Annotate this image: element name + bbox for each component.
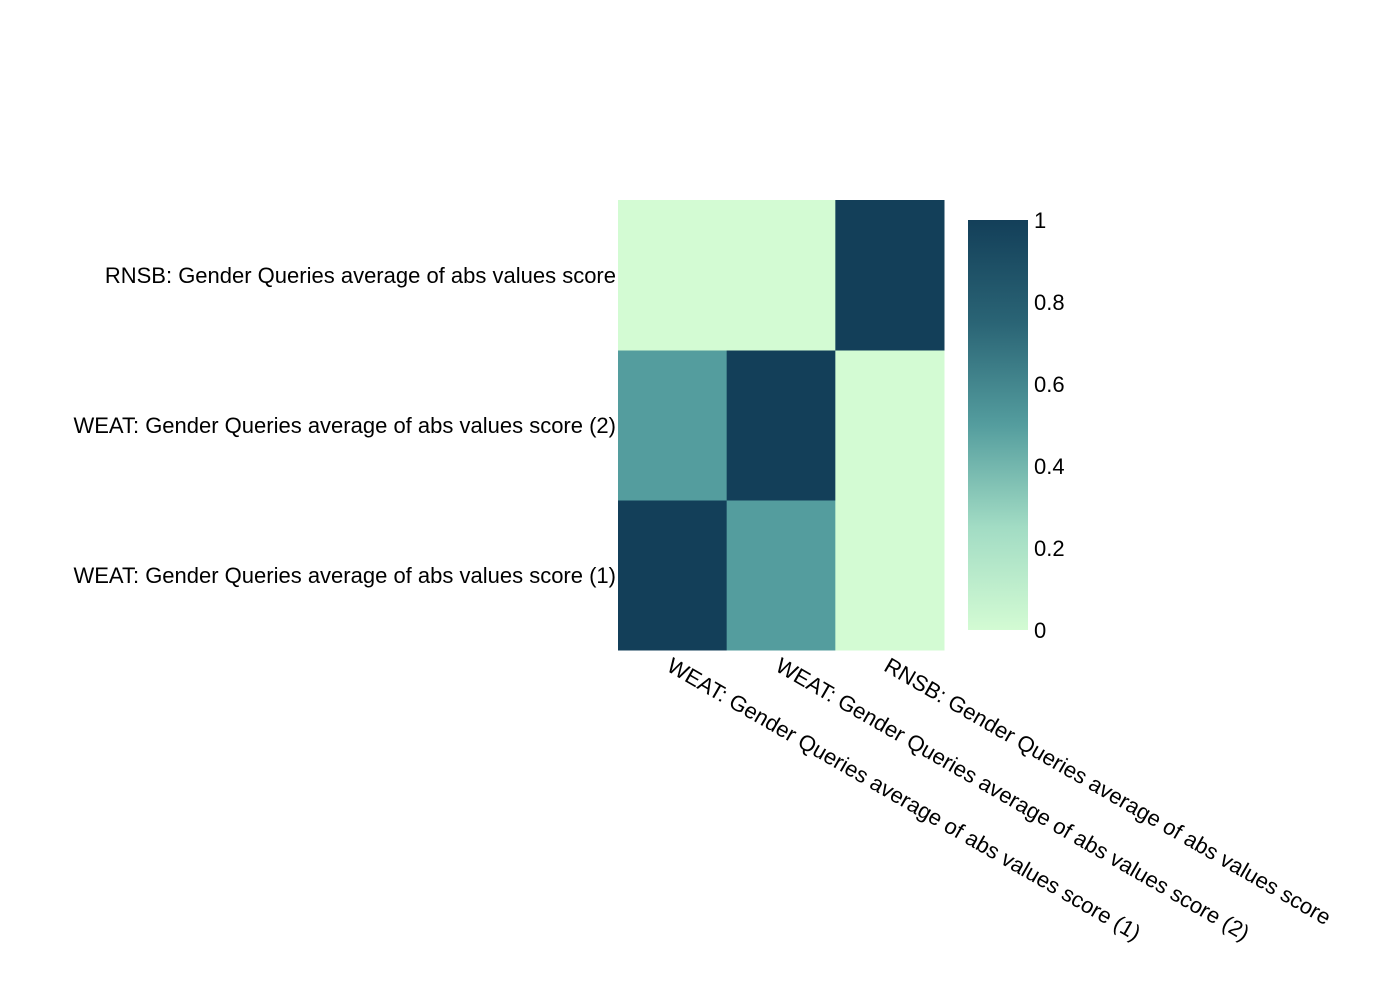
heatmap-cell [618, 500, 728, 651]
heatmap-cells [618, 200, 945, 651]
colorbar-tick-label: 0.6 [1034, 372, 1065, 397]
heatmap-cell [726, 500, 836, 651]
y-axis-tick-labels: WEAT: Gender Queries average of abs valu… [73, 263, 616, 588]
x-tick-label: WEAT: Gender Queries average of abs valu… [663, 653, 1145, 946]
heatmap-cell [618, 200, 728, 351]
x-tick-label: RNSB: Gender Queries average of abs valu… [880, 653, 1335, 930]
colorbar-tick-label: 0.2 [1034, 536, 1065, 561]
colorbar-tick-label: 0 [1034, 618, 1046, 643]
heatmap-cell [726, 200, 836, 351]
heatmap-cell [618, 350, 728, 501]
colorbar-tick-label: 1 [1034, 208, 1046, 233]
heatmap-cell [835, 200, 945, 351]
x-tick-label: WEAT: Gender Queries average of abs valu… [772, 653, 1254, 946]
heatmap-cell [726, 350, 836, 501]
x-axis-tick-labels: WEAT: Gender Queries average of abs valu… [663, 653, 1336, 946]
colorbar-tick-label: 0.8 [1034, 290, 1065, 315]
heatmap-cell [835, 350, 945, 501]
colorbar: 0 0.2 0.4 0.6 0.8 1 [968, 208, 1065, 643]
colorbar-gradient [968, 220, 1028, 630]
heatmap-cell [835, 500, 945, 651]
y-tick-label: WEAT: Gender Queries average of abs valu… [73, 563, 616, 588]
colorbar-tick-label: 0.4 [1034, 454, 1065, 479]
y-tick-label: WEAT: Gender Queries average of abs valu… [73, 413, 616, 438]
y-tick-label: RNSB: Gender Queries average of abs valu… [105, 263, 616, 288]
